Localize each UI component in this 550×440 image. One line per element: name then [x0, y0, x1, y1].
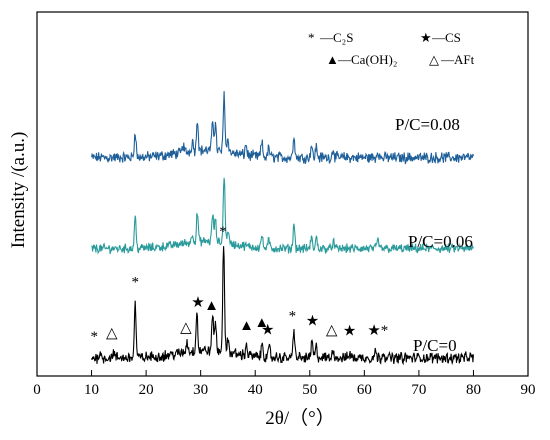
peak-marker: ★ — [261, 323, 274, 339]
legend-label: —C₂S — [319, 30, 353, 45]
legend-symbol: ★ — [420, 30, 432, 45]
peak-marker: * — [219, 224, 227, 240]
peak-markers: * △*△★ ▲*▲ ▲★* ★△ ★ ★ * — [91, 224, 389, 345]
peak-marker: ▲ — [204, 298, 219, 314]
series-line-1 — [91, 177, 474, 255]
legend-symbol: * — [308, 30, 315, 45]
x-tick-label: 40 — [248, 382, 263, 398]
series-lines — [91, 91, 474, 366]
x-tick-label: 80 — [466, 382, 481, 398]
legend-entry: △ —AFt — [429, 52, 475, 67]
legend-symbol: △ — [429, 52, 439, 67]
peak-marker: △ — [326, 323, 338, 339]
x-tick-label: 10 — [84, 382, 99, 398]
x-tick-label: 60 — [357, 382, 372, 398]
legend-entry: * —C₂S — [308, 30, 353, 45]
peak-marker: * — [91, 329, 99, 345]
legend-label: —Ca(OH)₂ — [337, 52, 397, 67]
plot-frame — [36, 11, 529, 377]
peak-marker: ★ — [343, 324, 356, 340]
x-axis-title: 2θ/（°） — [265, 407, 334, 429]
series-label-1: P/C=0.06 — [408, 232, 473, 251]
peak-marker: ▲ — [254, 315, 269, 331]
peak-marker: * — [131, 274, 139, 290]
legend-entry: ★ —CS — [420, 30, 461, 45]
legend-label: —CS — [431, 30, 461, 45]
legend-symbol: ▲ — [326, 52, 339, 67]
series-label-2: P/C=0 — [413, 336, 457, 355]
peak-marker: ★ — [367, 323, 380, 339]
peak-marker: ★ — [191, 295, 204, 311]
x-axis-ticks: 0 10 20 30 40 50 60 70 80 90 — [33, 370, 536, 398]
peak-marker: ▲ — [239, 318, 254, 334]
legend-label: —AFt — [440, 52, 475, 67]
x-tick-label: 70 — [411, 382, 426, 398]
x-tick-label: 50 — [302, 382, 317, 398]
peak-marker: ★ — [306, 313, 319, 329]
y-axis-title: Intensity /(a.u.) — [8, 132, 29, 249]
legend: * —C₂S ★ —CS ▲ —Ca(OH)₂ △ —AFt — [308, 30, 475, 67]
x-tick-label: 30 — [193, 382, 208, 398]
series-line-0 — [91, 91, 474, 165]
legend-entry: ▲ —Ca(OH)₂ — [326, 52, 397, 67]
peak-marker: * — [381, 323, 389, 339]
x-tick-label: 90 — [521, 382, 536, 398]
x-tick-label: 20 — [139, 382, 154, 398]
peak-marker: △ — [106, 325, 118, 341]
peak-marker: △ — [180, 320, 192, 336]
x-tick-label: 0 — [33, 382, 41, 398]
series-label-0: P/C=0.08 — [395, 115, 460, 134]
peak-marker: * — [289, 309, 297, 325]
plot-border — [36, 11, 529, 377]
series-line-2 — [91, 246, 474, 366]
series-labels: P/C=0.08 P/C=0.06 P/C=0 — [395, 115, 473, 355]
